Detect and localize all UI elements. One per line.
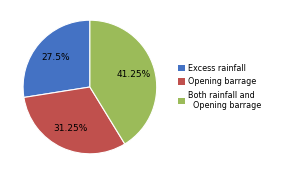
Wedge shape bbox=[24, 87, 125, 154]
Legend: Excess rainfall, Opening barrage, Both rainfall and
  Opening barrage: Excess rainfall, Opening barrage, Both r… bbox=[178, 64, 262, 110]
Text: 31.25%: 31.25% bbox=[54, 124, 88, 133]
Wedge shape bbox=[90, 20, 157, 144]
Wedge shape bbox=[23, 20, 90, 97]
Text: 41.25%: 41.25% bbox=[117, 70, 151, 79]
Text: 27.5%: 27.5% bbox=[41, 53, 70, 62]
